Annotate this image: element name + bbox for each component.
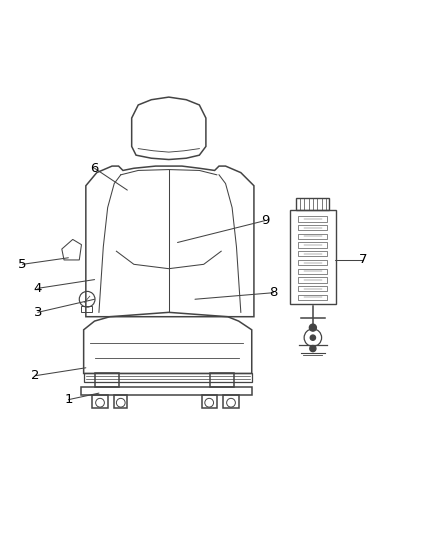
- Text: 6: 6: [90, 161, 99, 175]
- Text: 2: 2: [32, 369, 40, 382]
- Text: 4: 4: [34, 282, 42, 295]
- Text: 9: 9: [261, 214, 269, 227]
- Text: 5: 5: [18, 258, 27, 271]
- Text: 3: 3: [34, 306, 42, 319]
- Text: 7: 7: [359, 254, 367, 266]
- Circle shape: [309, 324, 316, 331]
- Text: 1: 1: [64, 393, 73, 406]
- Circle shape: [310, 335, 315, 340]
- Text: 8: 8: [269, 286, 278, 299]
- Circle shape: [310, 345, 316, 352]
